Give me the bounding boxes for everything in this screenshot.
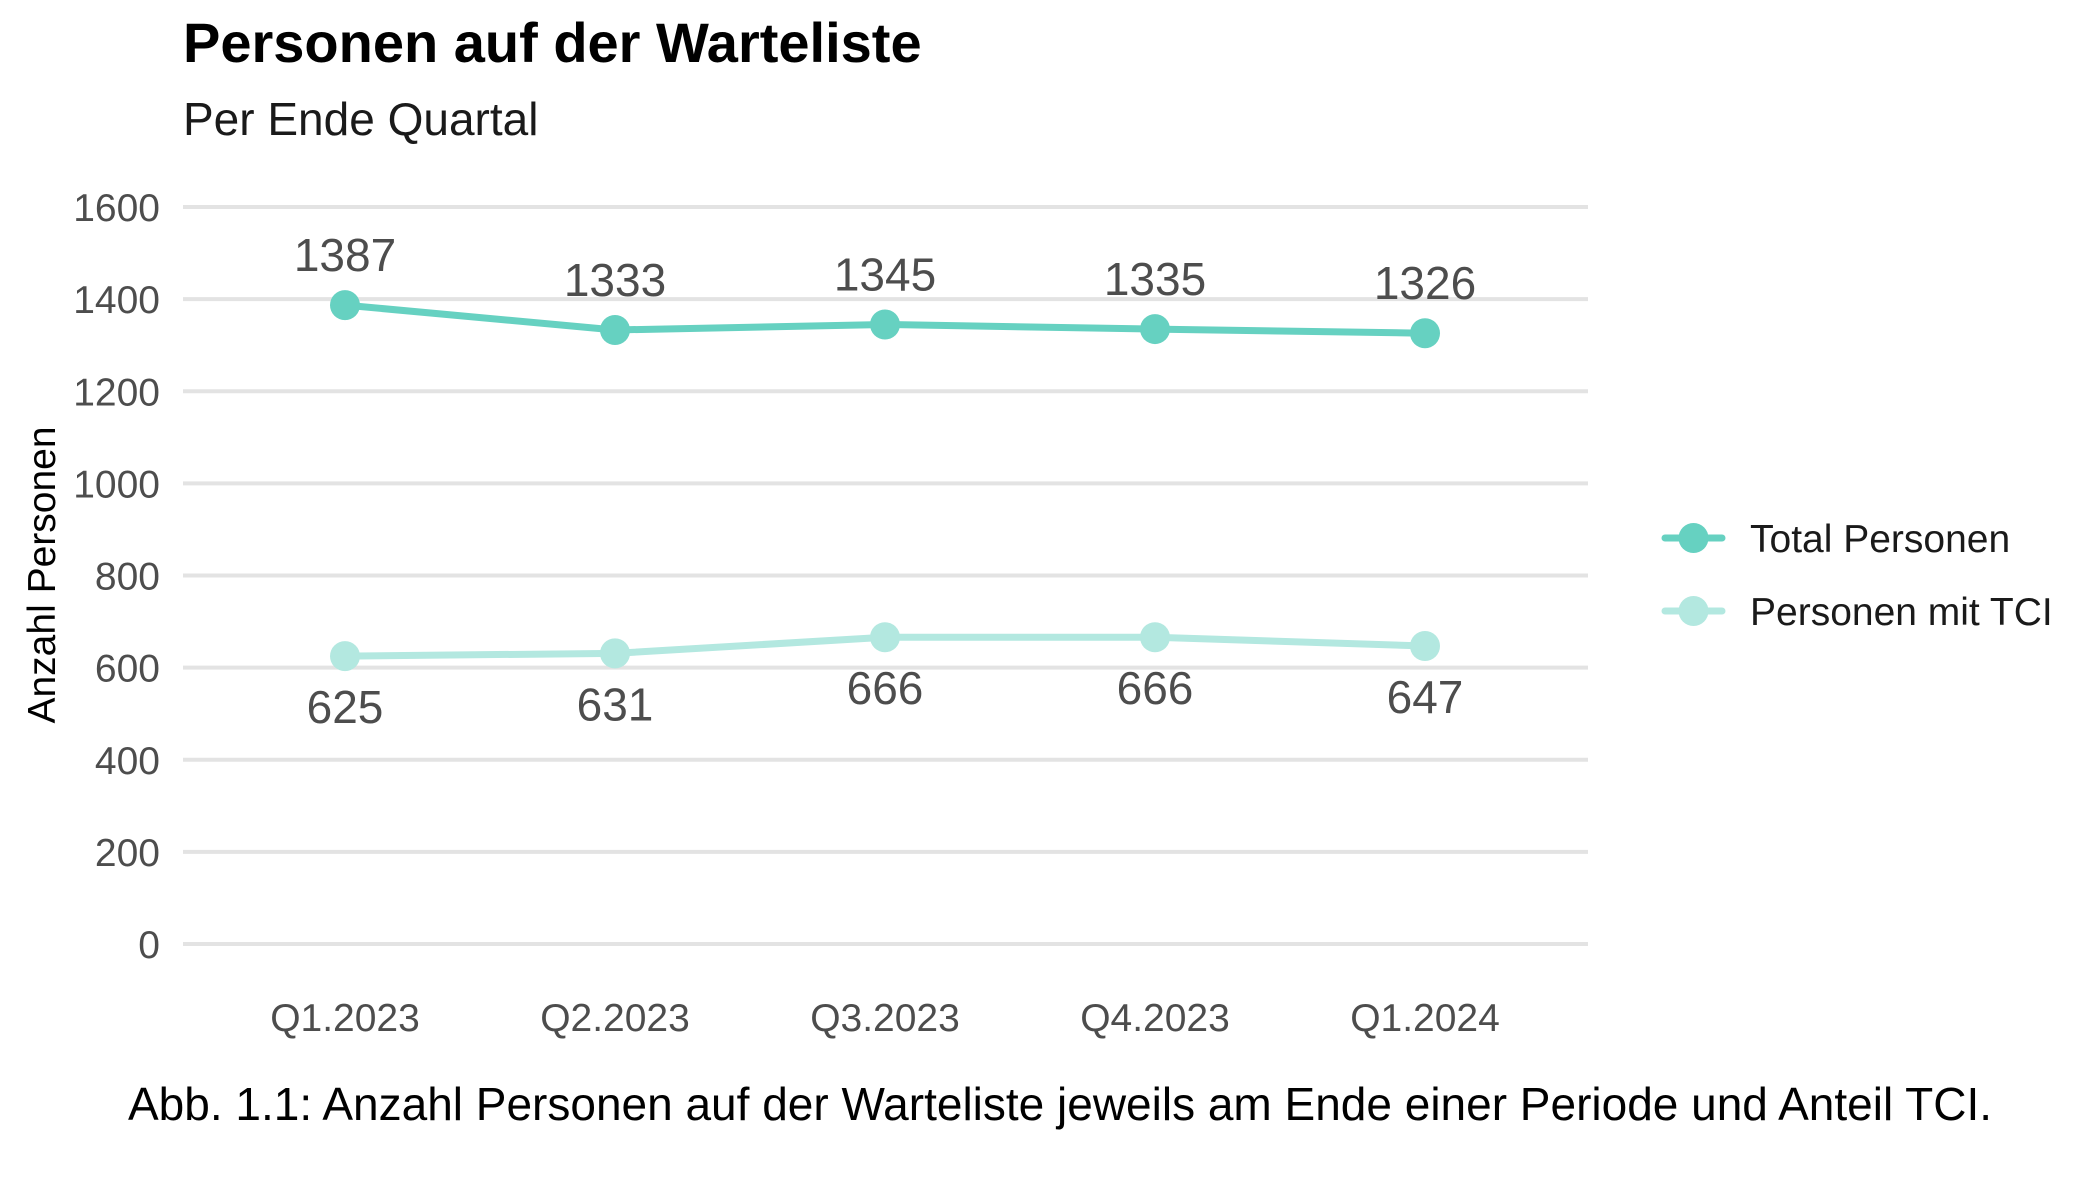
data-point bbox=[600, 314, 630, 345]
y-axis-ticks: 0 200 400 600 800 1000 1200 1400 1600 bbox=[73, 187, 160, 967]
data-label: 666 bbox=[847, 662, 924, 714]
y-tick-label: 1000 bbox=[73, 463, 160, 506]
x-tick-label: Q1.2023 bbox=[270, 997, 420, 1040]
legend-point-key bbox=[1678, 523, 1709, 553]
data-point bbox=[600, 638, 630, 669]
data-label: 1326 bbox=[1374, 257, 1476, 309]
data-label: 1387 bbox=[294, 229, 396, 281]
y-tick-label: 200 bbox=[95, 832, 160, 875]
y-tick-label: 1600 bbox=[73, 187, 160, 230]
y-tick-label: 0 bbox=[138, 924, 160, 967]
y-tick-label: 400 bbox=[95, 740, 160, 783]
legend-item: Personen mit TCI bbox=[1661, 591, 2053, 634]
data-point bbox=[870, 622, 900, 653]
y-tick-label: 1400 bbox=[73, 279, 160, 322]
data-point bbox=[330, 641, 360, 672]
chart-title: Personen auf der Warteliste bbox=[183, 11, 922, 74]
legend-label: Personen mit TCI bbox=[1750, 591, 2053, 634]
data-label: 647 bbox=[1387, 671, 1464, 723]
data-point bbox=[1140, 622, 1170, 653]
data-point bbox=[870, 309, 900, 340]
x-tick-label: Q4.2023 bbox=[1080, 997, 1230, 1040]
series-layer bbox=[330, 290, 1440, 672]
gridlines bbox=[183, 205, 1588, 946]
x-axis-ticks: Q1.2023 Q2.2023 Q3.2023 Q4.2023 Q1.2024 bbox=[270, 997, 1500, 1040]
y-tick-label: 600 bbox=[95, 648, 160, 691]
x-tick-label: Q1.2024 bbox=[1350, 997, 1500, 1040]
data-label: 631 bbox=[577, 678, 654, 730]
data-point bbox=[330, 290, 360, 321]
y-tick-label: 800 bbox=[95, 556, 160, 599]
chart-subtitle: Per Ende Quartal bbox=[183, 93, 538, 145]
data-label: 1335 bbox=[1104, 253, 1206, 305]
data-labels: 1387 1333 1345 1335 1326 625 631 666 666 647 bbox=[294, 229, 1476, 733]
series-1 bbox=[330, 290, 1440, 349]
y-axis-title: Anzahl Personen bbox=[21, 426, 64, 723]
legend-point-key bbox=[1678, 596, 1709, 626]
x-tick-label: Q3.2023 bbox=[810, 997, 960, 1040]
data-label: 1345 bbox=[834, 248, 936, 300]
data-label: 625 bbox=[307, 681, 384, 733]
data-point bbox=[1140, 314, 1170, 345]
figure-caption: Abb. 1.1: Anzahl Personen auf der Wartel… bbox=[128, 1078, 1992, 1130]
data-label: 1333 bbox=[564, 254, 666, 306]
data-point bbox=[1410, 630, 1440, 661]
data-label: 666 bbox=[1117, 662, 1194, 714]
series-2 bbox=[330, 622, 1440, 672]
legend-item: Total Personen bbox=[1661, 518, 2010, 561]
y-tick-label: 1200 bbox=[73, 371, 160, 414]
legend-label: Total Personen bbox=[1750, 518, 2010, 561]
legend: Total Personen Personen mit TCI bbox=[1661, 518, 2053, 634]
data-point bbox=[1410, 318, 1440, 349]
x-tick-label: Q2.2023 bbox=[540, 997, 690, 1040]
